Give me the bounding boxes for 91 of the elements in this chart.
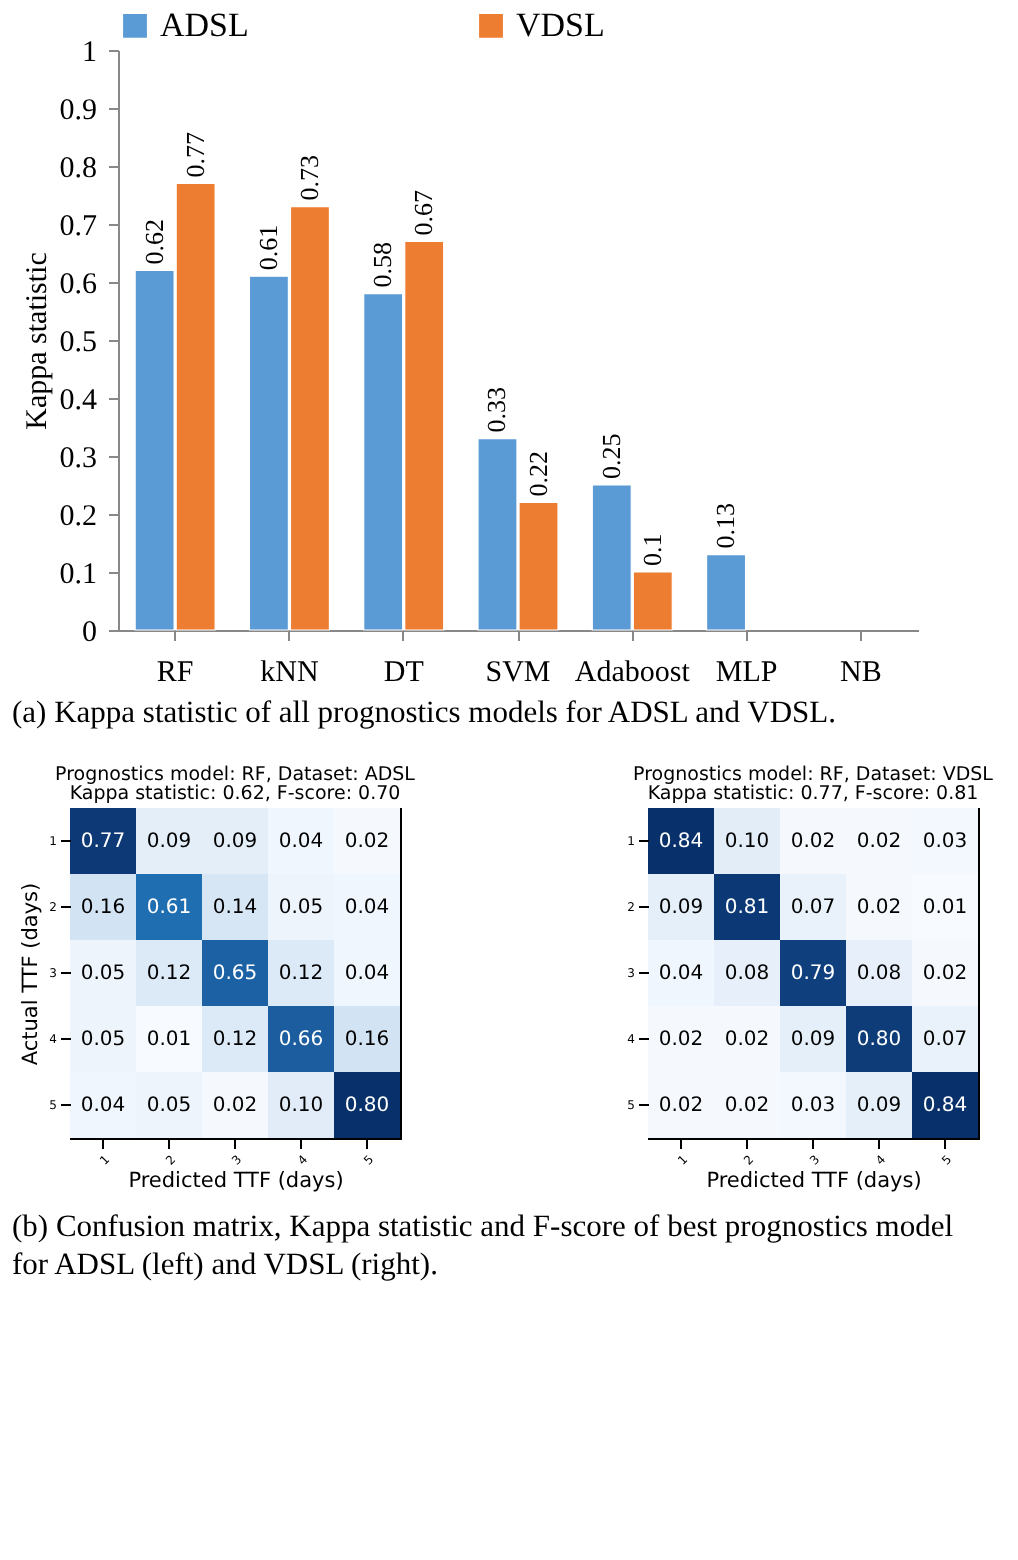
data-label: 0.09 xyxy=(856,1095,902,1117)
data-label: 0.04 xyxy=(278,831,324,853)
chart-subtitle: Kappa statistic: 0.77, F-score: 0.81 xyxy=(647,783,979,805)
data-label: 0.25 xyxy=(595,433,626,479)
data-label: 0.02 xyxy=(724,1095,770,1117)
text: (a) Kappa statistic of all prognostics models for ADSL and VDSL. xyxy=(12,694,838,732)
data-label: 0.02 xyxy=(212,1095,258,1117)
y-tick-label: 1 xyxy=(82,37,97,69)
x-tick-label: NB xyxy=(840,657,882,689)
data-label: 0.84 xyxy=(922,1095,968,1117)
data-label: 0.09 xyxy=(790,1029,836,1051)
x-tick-label: MLP xyxy=(715,657,778,689)
data-label: 0.09 xyxy=(658,897,704,919)
data-label: 0.13 xyxy=(710,503,741,549)
bar xyxy=(705,554,747,631)
data-label: 0.10 xyxy=(278,1095,324,1117)
y-tick-label: 0.8 xyxy=(59,153,97,185)
y-tick-label: 0.7 xyxy=(59,211,98,243)
data-label: 0.16 xyxy=(344,1029,390,1051)
data-label: 0.65 xyxy=(212,963,258,985)
data-label: 0.01 xyxy=(922,897,968,919)
x-tick-label: RF xyxy=(156,657,194,689)
data-label: 0.02 xyxy=(344,831,390,853)
data-label: 0.04 xyxy=(658,963,704,985)
data-label: 0.80 xyxy=(344,1095,390,1117)
data-label: 0.66 xyxy=(278,1029,324,1051)
data-label: 0.08 xyxy=(724,963,770,985)
x-tick-label: kNN xyxy=(260,657,319,689)
text: (b) Confusion matrix, Kappa statistic and F-score of best prognostics model for ADSL (left) and VDSL (right). xyxy=(12,1208,956,1284)
data-label: 0.80 xyxy=(856,1029,902,1051)
data-label: 0.07 xyxy=(790,897,836,919)
legend-label: VDSL xyxy=(516,5,605,44)
data-label: 0.14 xyxy=(212,897,258,919)
data-label: 0.08 xyxy=(856,963,902,985)
y-tick-label: 0.4 xyxy=(59,385,98,417)
y-axis-title: Actual TTF (days) xyxy=(19,882,44,1066)
data-label: 0.61 xyxy=(252,224,283,271)
data-label: 0.02 xyxy=(724,1029,770,1051)
chart-title: Prognostics model: RF, Dataset: ADSL xyxy=(55,764,417,786)
data-label: 0.04 xyxy=(80,1095,126,1117)
chart-subtitle: Kappa statistic: 0.62, F-score: 0.70 xyxy=(69,783,401,805)
data-label: 0.10 xyxy=(724,831,770,853)
data-label: 0.81 xyxy=(724,897,770,919)
data-label: 0.02 xyxy=(856,897,902,919)
data-label: 0.04 xyxy=(344,897,390,919)
data-label: 0.09 xyxy=(212,831,258,853)
data-label: 0.02 xyxy=(790,831,836,853)
data-label: 0.02 xyxy=(922,963,968,985)
data-label: 0.05 xyxy=(146,1095,192,1117)
data-label: 0.02 xyxy=(658,1095,704,1117)
data-label: 0.05 xyxy=(80,1029,126,1051)
x-axis-title: Predicted TTF (days) xyxy=(706,1168,922,1193)
y-tick-label: 0.5 xyxy=(59,327,97,359)
data-label: 0.05 xyxy=(278,897,324,919)
legend-label: ADSL xyxy=(160,5,249,44)
data-label: 0.04 xyxy=(344,963,390,985)
y-tick-label: 0 xyxy=(82,617,97,649)
data-label: 0.03 xyxy=(790,1095,836,1117)
y-tick-label: 0.2 xyxy=(59,501,97,533)
data-label: 0.33 xyxy=(481,387,512,433)
data-label: 0.62 xyxy=(138,218,169,265)
data-label: 0.12 xyxy=(212,1029,258,1051)
data-label: 0.79 xyxy=(790,963,836,985)
y-tick-label: 0.9 xyxy=(59,95,97,127)
data-label: 0.22 xyxy=(522,450,553,497)
data-label: 0.02 xyxy=(856,831,902,853)
data-label: 0.77 xyxy=(179,130,210,178)
y-tick-label: 0.3 xyxy=(59,443,97,475)
data-label: 0.02 xyxy=(658,1029,704,1051)
data-label: 0.12 xyxy=(278,963,324,985)
y-tick-label: 0.6 xyxy=(59,269,98,301)
chart-title: Prognostics model: RF, Dataset: VDSL xyxy=(633,764,995,786)
data-label: 0.09 xyxy=(146,831,192,853)
y-tick-label: 0.1 xyxy=(59,559,97,591)
data-label: 0.16 xyxy=(80,897,126,919)
data-label: 0.73 xyxy=(293,155,324,201)
data-label: 0.58 xyxy=(367,242,398,288)
data-label: 0.61 xyxy=(146,897,192,919)
data-label: 0.84 xyxy=(658,831,704,853)
x-tick-label: DT xyxy=(383,657,424,689)
data-label: 0.03 xyxy=(922,831,968,853)
y-axis-title: Kappa statistic xyxy=(21,251,54,430)
data-label: 0.67 xyxy=(408,188,439,236)
x-tick-label: Adaboost xyxy=(574,657,692,689)
data-label: 0.01 xyxy=(146,1029,192,1051)
data-label: 0.77 xyxy=(80,831,126,853)
data-label: 0.07 xyxy=(922,1029,968,1051)
data-label: 0.12 xyxy=(146,963,192,985)
data-label: 0.05 xyxy=(80,963,126,985)
x-axis-title: Predicted TTF (days) xyxy=(128,1168,344,1193)
x-tick-label: SVM xyxy=(485,657,551,689)
